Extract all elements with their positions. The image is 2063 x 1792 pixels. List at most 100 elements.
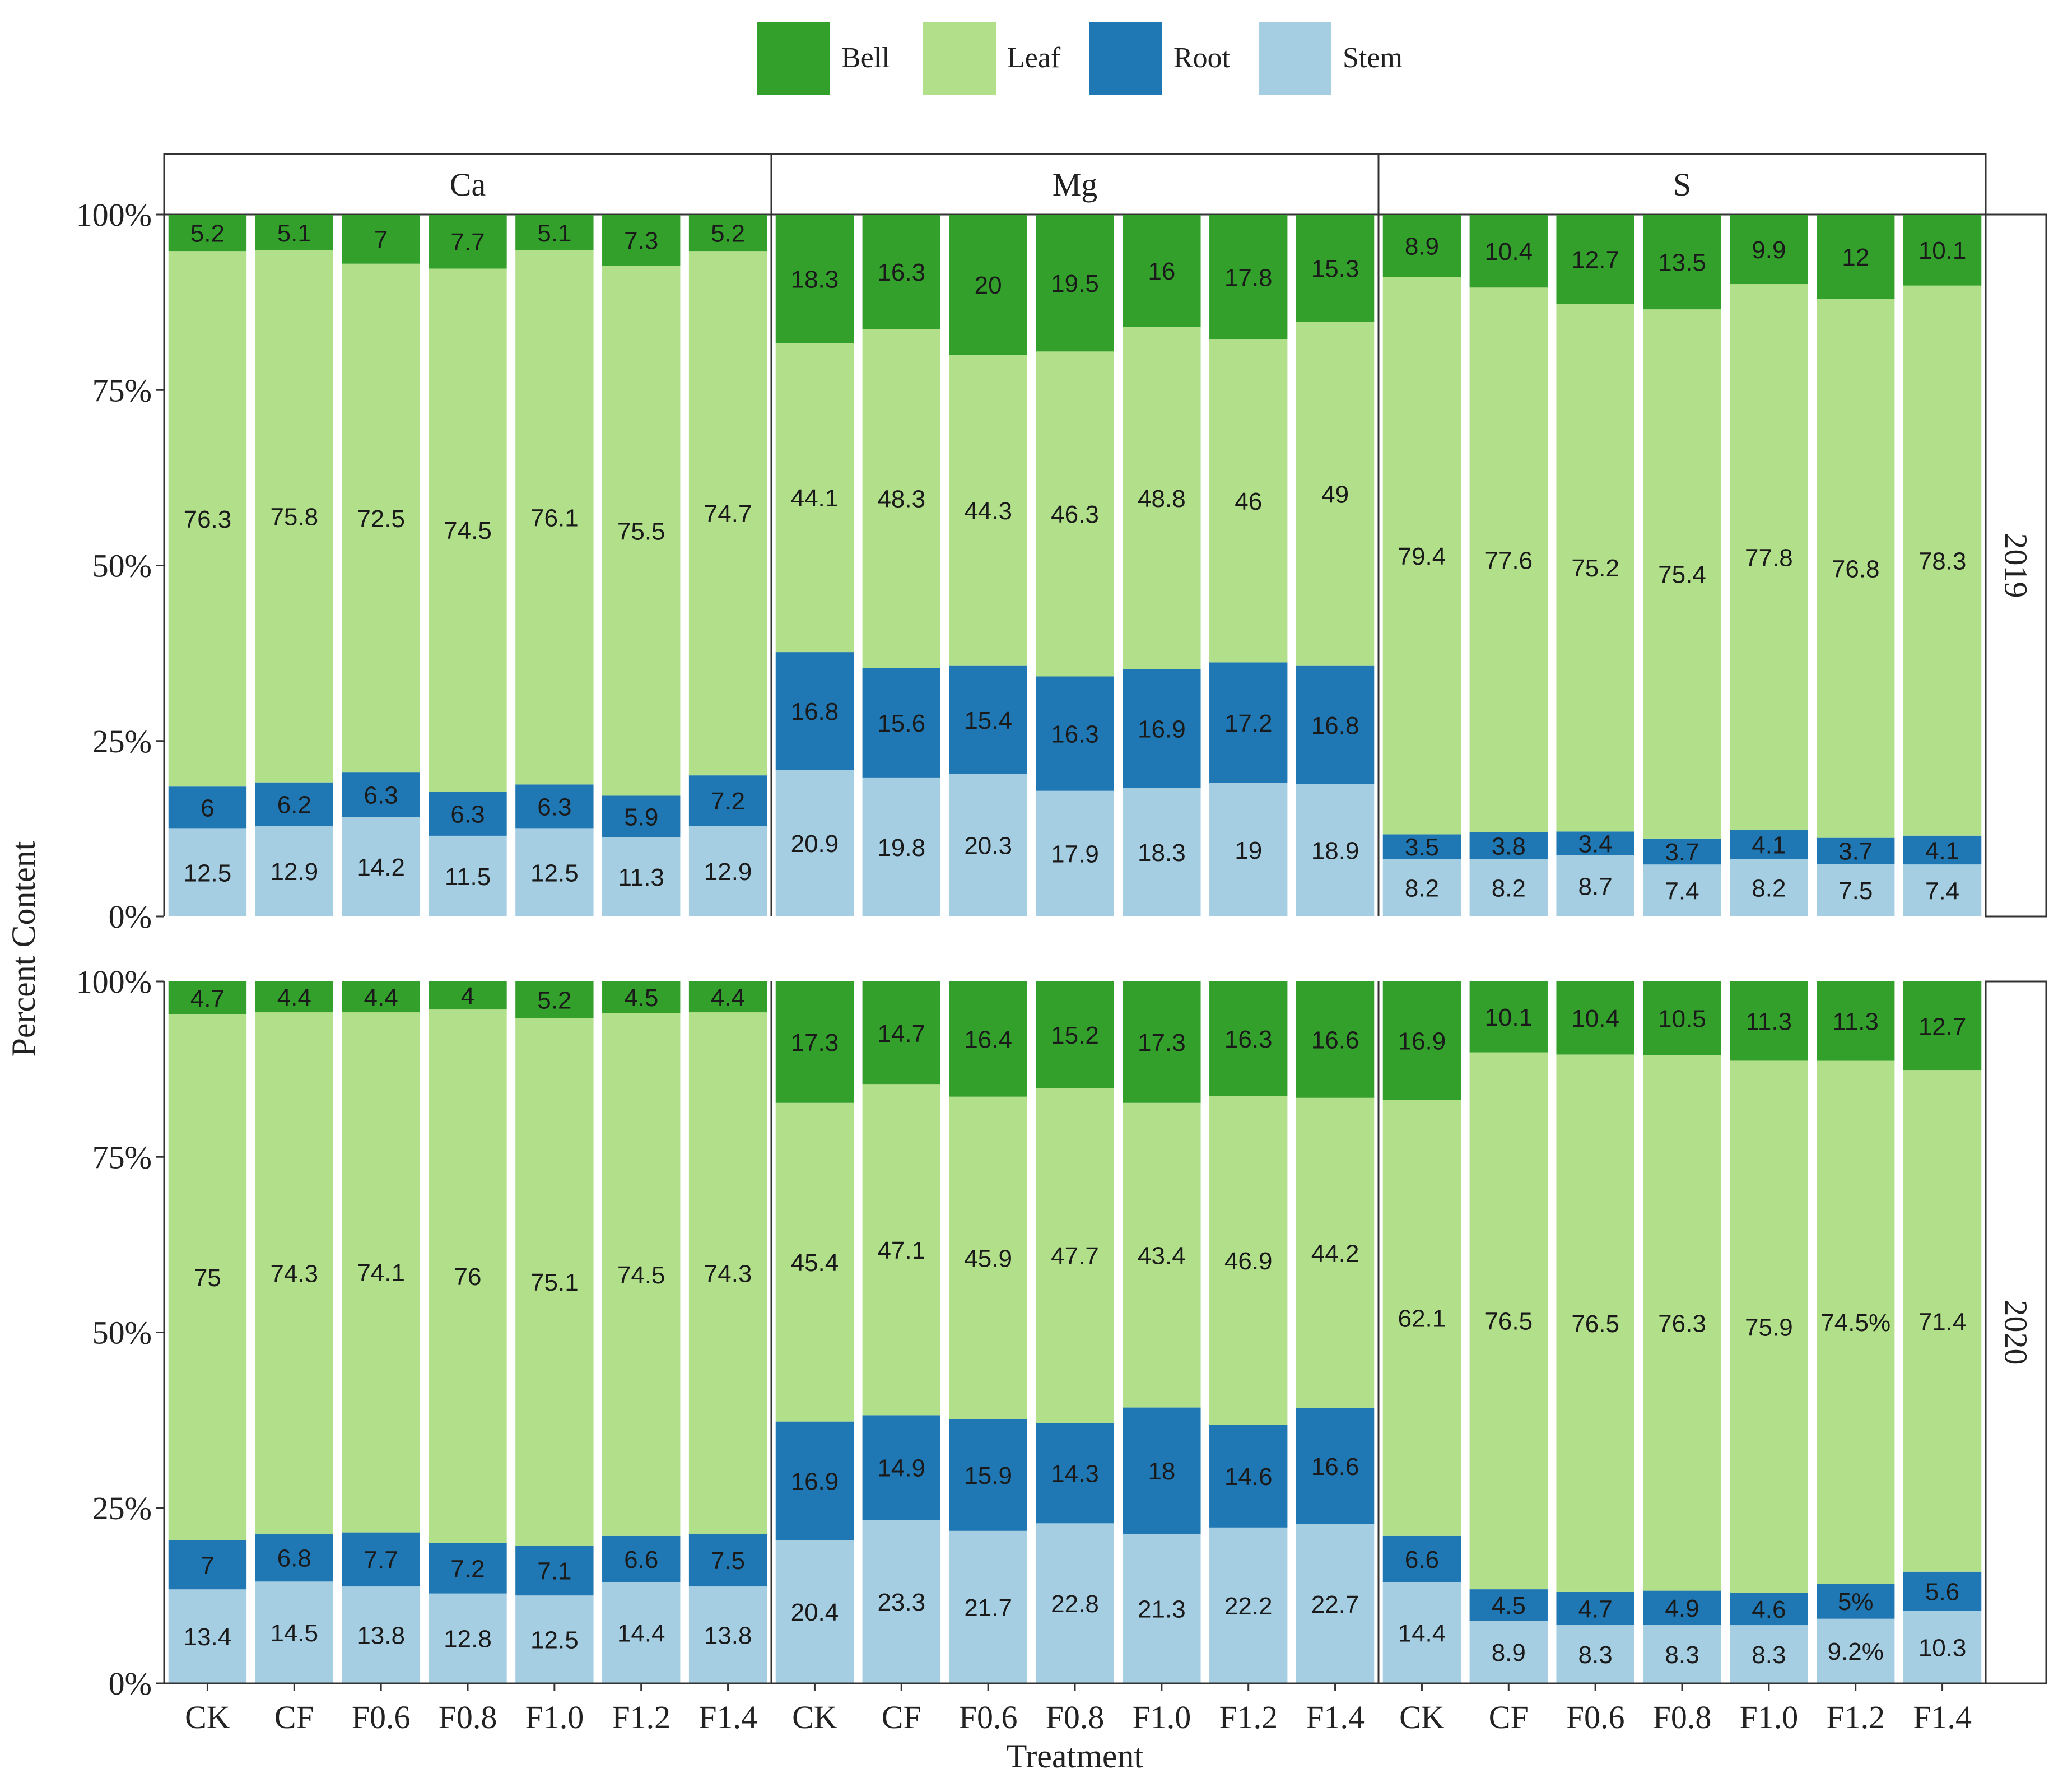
data-label: 75.4 — [1658, 561, 1706, 588]
data-label: 22.2 — [1224, 1593, 1273, 1620]
bar-segment-bell — [515, 215, 594, 250]
bar-segment-root — [1036, 676, 1114, 791]
data-label: 11.5 — [445, 863, 491, 891]
data-label: 11.3 — [1746, 1008, 1792, 1036]
data-label: 76.1 — [530, 505, 579, 532]
bar-segment-root — [949, 665, 1027, 774]
data-label: 12.9 — [704, 858, 752, 886]
data-label: 18 — [1148, 1458, 1175, 1485]
data-label: 5.1 — [537, 220, 571, 247]
bar-segment-bell — [1556, 981, 1634, 1055]
data-label: 15.4 — [964, 707, 1012, 734]
data-label: 46 — [1235, 488, 1262, 515]
bar-segment-stem — [1296, 1524, 1375, 1683]
x-tick-label: F0.6 — [352, 1699, 411, 1735]
data-label: 8.3 — [1578, 1641, 1613, 1669]
bar-segment-leaf — [342, 263, 420, 773]
data-label: 22.8 — [1051, 1590, 1099, 1618]
bar-segment-stem — [1036, 790, 1114, 916]
bar-segment-stem — [1123, 1534, 1201, 1683]
legend-swatch-leaf — [923, 22, 996, 95]
facet-strip-s — [1377, 153, 1987, 216]
bar-segment-leaf — [1296, 322, 1375, 666]
bar-segment-root — [602, 1535, 681, 1582]
data-label: 7.1 — [537, 1558, 571, 1585]
bar-segment-root — [688, 1534, 767, 1587]
bar-segment-root — [1123, 1407, 1201, 1534]
bar-segment-stem — [688, 826, 767, 916]
bar-segment-stem — [775, 1540, 854, 1683]
data-label: 4.4 — [277, 984, 311, 1011]
data-label: 20.9 — [791, 830, 839, 858]
data-label: 15.6 — [877, 710, 925, 737]
bar-segment-stem — [1123, 788, 1201, 916]
data-label: 12.7 — [1918, 1013, 1967, 1040]
bar-segment-root — [1817, 837, 1895, 864]
data-label: 8.7 — [1578, 873, 1613, 900]
data-label: 4.4 — [364, 984, 398, 1011]
bar-segment-root — [1209, 1425, 1288, 1528]
bar-segment-root — [1036, 1423, 1114, 1524]
data-label: 5% — [1838, 1588, 1874, 1616]
data-label: 17.8 — [1224, 264, 1273, 291]
bar-segment-root — [342, 772, 420, 817]
bar-segment-bell — [949, 215, 1027, 355]
bar-segment-root — [949, 1419, 1027, 1531]
bar-segment-leaf — [1817, 299, 1895, 838]
data-label: 10.4 — [1484, 238, 1533, 266]
x-tick-label: F1.0 — [1132, 1699, 1191, 1735]
bar-segment-bell — [429, 981, 507, 1010]
data-label: 78.3 — [1918, 548, 1967, 575]
legend: Bell Leaf Root Stem — [757, 22, 1403, 95]
data-label: 14.3 — [1051, 1460, 1099, 1488]
bar-segment-root — [429, 791, 507, 836]
bar-segment-stem — [775, 770, 854, 916]
bar-segment-bell — [1643, 981, 1721, 1055]
bar-segment-stem — [688, 1586, 767, 1683]
bar-segment-bell — [1123, 981, 1201, 1103]
bar-segment-stem — [1903, 864, 1982, 916]
bar-segment-bell — [1382, 215, 1461, 277]
bar-segment-leaf — [255, 1012, 333, 1534]
facet-strip-ca — [163, 153, 772, 216]
legend-swatch-bell — [757, 22, 830, 95]
data-label: 5.6 — [1925, 1579, 1959, 1606]
data-label: 74.3 — [270, 1260, 318, 1287]
data-label: 74.7 — [704, 500, 752, 528]
bar-segment-stem — [255, 826, 333, 916]
data-label: 8.3 — [1752, 1641, 1786, 1669]
data-label: 10.1 — [1918, 237, 1967, 264]
x-axis: CK CF F0.6 F0.8 F1.0 F1.2 F1.4 CK CF F0.6 F0.8 F1.0… — [164, 1682, 1986, 1735]
data-label: 14.4 — [1398, 1620, 1446, 1647]
data-label: 5.2 — [190, 220, 225, 247]
data-label: 6 — [201, 795, 214, 822]
bar-segment-leaf — [862, 329, 940, 668]
bar-segment-stem — [515, 828, 594, 916]
data-label: 75 — [194, 1264, 221, 1292]
data-label: 75.5 — [617, 518, 665, 545]
data-label: 4.5 — [1492, 1592, 1526, 1619]
data-label: 20 — [975, 272, 1002, 299]
bar-segment-stem — [1556, 1625, 1634, 1683]
data-label: 5.2 — [711, 220, 745, 247]
data-label: 76 — [454, 1263, 482, 1291]
bar-segment-bell — [775, 215, 854, 343]
data-label: 6.3 — [450, 800, 485, 828]
bar-segment-root — [515, 784, 594, 829]
bar-segment-bell — [342, 981, 420, 1013]
bar-segment-leaf — [1296, 1097, 1375, 1408]
bar-segment-root — [1730, 1593, 1808, 1626]
panel-ca-2019: 12.5 6 76.3 5.2 12.9 6.2 75.8 5.1 14.2 6.3 72.5 7 11… — [168, 215, 767, 916]
data-label: 13.5 — [1658, 249, 1706, 276]
bar-segment-bell — [1469, 215, 1548, 288]
bar-segment-stem — [429, 1593, 507, 1683]
bar-segment-bell — [1382, 981, 1461, 1100]
bar-segment-bell — [1643, 215, 1721, 310]
bar-segment-root — [168, 1540, 247, 1590]
legend-label: Bell — [841, 42, 890, 74]
legend-swatch-root — [1089, 22, 1162, 95]
data-label: 14.4 — [617, 1620, 665, 1647]
data-label: 77.8 — [1745, 544, 1793, 571]
bar-segment-stem — [168, 1589, 247, 1683]
y-tick-label: 75% — [92, 372, 152, 408]
